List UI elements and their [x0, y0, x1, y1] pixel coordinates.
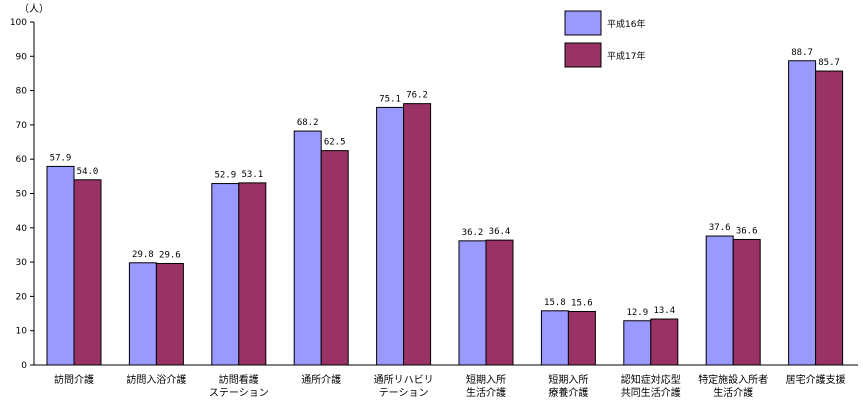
legend-label: 平成16年: [607, 18, 645, 30]
bar-h16-2: [211, 183, 240, 366]
bar-h16-0: [46, 165, 75, 366]
y-ticks: 0 10 20 30 40 50 60 70 80 90 100: [10, 18, 34, 371]
category-label: 訪問介護: [54, 373, 94, 386]
y-tick-label: 20: [16, 292, 28, 302]
category-label: 訪問看護: [219, 373, 259, 386]
y-tick-label: 90: [16, 52, 28, 62]
bar-h16-9: [788, 60, 817, 366]
category-label: 短期入所: [466, 373, 506, 386]
category-label: 共同生活介護: [621, 386, 681, 399]
legend-swatch: [564, 10, 602, 36]
y-axis-unit: （人）: [19, 3, 49, 15]
data-label: 13.4: [653, 306, 675, 316]
bar-h17-5: [485, 239, 514, 366]
category-label: 訪問入浴介護: [126, 373, 186, 386]
category-label: 通所リハビリ: [374, 374, 434, 386]
data-label: 54.0: [77, 167, 99, 177]
data-label: 15.6: [571, 298, 593, 308]
y-tick-label: 100: [10, 18, 27, 28]
y-tick-label: 10: [16, 327, 28, 337]
y-tick-label: 50: [16, 190, 28, 200]
category-label: 居宅介護支援: [786, 373, 846, 386]
y-tick-label: 0: [21, 361, 27, 371]
bars: [46, 60, 844, 366]
bar-h17-3: [320, 150, 349, 366]
category-label: 生活介護: [466, 386, 506, 399]
bar-h17-6: [567, 310, 596, 366]
bar-h16-6: [540, 310, 569, 366]
data-label: 68.2: [297, 118, 319, 128]
data-label: 88.7: [791, 48, 813, 58]
bar-h17-8: [732, 238, 761, 366]
category-label: 認知症対応型: [621, 373, 681, 386]
bar-h17-4: [403, 103, 432, 366]
y-tick-label: 80: [16, 87, 28, 97]
data-labels: 57.9 54.0 29.8 29.6 52.9 53.1 68.2 62.5 75.1 76.2…: [50, 48, 840, 318]
bar-h17-1: [155, 262, 184, 366]
data-label: 36.4: [489, 227, 511, 237]
data-label: 76.2: [406, 91, 428, 101]
data-label: 75.1: [379, 94, 401, 104]
legend-label: 平成17年: [607, 50, 645, 62]
bar-h16-4: [376, 106, 405, 366]
category-label: 療養介護: [548, 386, 588, 399]
data-label: 52.9: [214, 171, 236, 181]
data-label: 62.5: [324, 138, 346, 148]
bar-h16-3: [293, 130, 322, 366]
category-label: テーション: [379, 388, 429, 399]
bar-h16-8: [705, 235, 734, 366]
data-label: 85.7: [818, 58, 840, 68]
category-label: ステーション: [209, 388, 269, 399]
data-label: 29.8: [132, 250, 154, 260]
category-label: 生活介護: [713, 386, 753, 399]
bar-h16-7: [623, 320, 652, 366]
bar-h17-0: [73, 179, 102, 366]
y-tick-label: 60: [16, 155, 28, 165]
data-label: 29.6: [159, 250, 181, 260]
bar-h17-2: [238, 182, 267, 366]
legend-swatch: [564, 42, 602, 68]
category-label: 特定施設入所者: [698, 373, 768, 386]
category-label: 通所介護: [301, 373, 341, 386]
y-tick-label: 70: [16, 121, 28, 131]
data-label: 53.1: [241, 170, 263, 180]
bar-h16-5: [458, 240, 487, 366]
data-label: 36.6: [736, 226, 758, 236]
y-tick-label: 40: [16, 224, 28, 234]
bar-h17-7: [650, 318, 679, 366]
bar-h16-1: [128, 262, 157, 366]
data-label: 12.9: [626, 308, 648, 318]
bar-h17-9: [815, 70, 844, 366]
category-label: 短期入所: [548, 373, 588, 386]
data-label: 15.8: [544, 298, 566, 308]
data-label: 57.9: [50, 153, 72, 163]
data-label: 36.2: [462, 228, 484, 238]
data-label: 37.6: [709, 223, 731, 233]
y-tick-label: 30: [16, 258, 28, 268]
